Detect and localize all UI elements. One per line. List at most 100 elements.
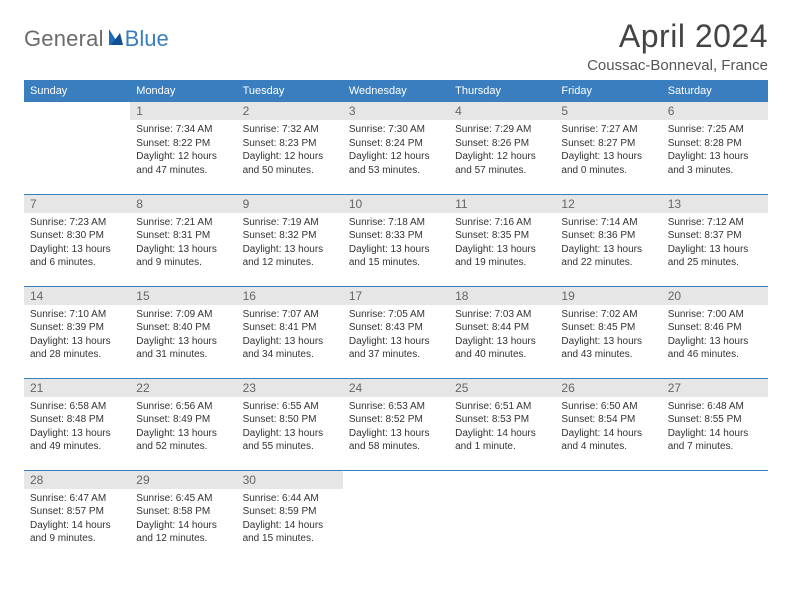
sunrise-text: Sunrise: 6:51 AM — [455, 400, 549, 414]
day-number: 26 — [555, 379, 661, 397]
daylight-text: Daylight: 13 hours and 58 minutes. — [349, 427, 443, 454]
weekday-header: Wednesday — [343, 80, 449, 102]
daylight-text: Daylight: 13 hours and 43 minutes. — [561, 335, 655, 362]
calendar-day-cell — [24, 102, 130, 194]
day-number: 18 — [449, 287, 555, 305]
day-number: 13 — [662, 195, 768, 213]
daylight-text: Daylight: 12 hours and 47 minutes. — [136, 150, 230, 177]
day-details: Sunrise: 7:00 AMSunset: 8:46 PMDaylight:… — [662, 305, 768, 366]
sunrise-text: Sunrise: 7:07 AM — [243, 308, 337, 322]
day-details: Sunrise: 7:07 AMSunset: 8:41 PMDaylight:… — [237, 305, 343, 366]
day-details: Sunrise: 6:56 AMSunset: 8:49 PMDaylight:… — [130, 397, 236, 458]
calendar-day-cell: 11Sunrise: 7:16 AMSunset: 8:35 PMDayligh… — [449, 194, 555, 286]
day-number: 12 — [555, 195, 661, 213]
calendar-day-cell: 6Sunrise: 7:25 AMSunset: 8:28 PMDaylight… — [662, 102, 768, 194]
day-details: Sunrise: 6:51 AMSunset: 8:53 PMDaylight:… — [449, 397, 555, 458]
day-number: 16 — [237, 287, 343, 305]
sunset-text: Sunset: 8:41 PM — [243, 321, 337, 335]
calendar-header-row: SundayMondayTuesdayWednesdayThursdayFrid… — [24, 80, 768, 102]
sunrise-text: Sunrise: 7:16 AM — [455, 216, 549, 230]
day-details: Sunrise: 7:03 AMSunset: 8:44 PMDaylight:… — [449, 305, 555, 366]
sunset-text: Sunset: 8:49 PM — [136, 413, 230, 427]
day-number: 29 — [130, 471, 236, 489]
sunset-text: Sunset: 8:58 PM — [136, 505, 230, 519]
day-number: 2 — [237, 102, 343, 120]
day-details: Sunrise: 7:32 AMSunset: 8:23 PMDaylight:… — [237, 120, 343, 181]
sunset-text: Sunset: 8:30 PM — [30, 229, 124, 243]
title-block: April 2024 Coussac-Bonneval, France — [587, 18, 768, 74]
calendar-week-row: 14Sunrise: 7:10 AMSunset: 8:39 PMDayligh… — [24, 286, 768, 378]
daylight-text: Daylight: 12 hours and 53 minutes. — [349, 150, 443, 177]
sunrise-text: Sunrise: 7:10 AM — [30, 308, 124, 322]
sail-icon — [107, 27, 125, 52]
calendar-day-cell — [555, 470, 661, 562]
brand-word2: Blue — [125, 26, 169, 52]
daylight-text: Daylight: 12 hours and 50 minutes. — [243, 150, 337, 177]
day-details: Sunrise: 7:18 AMSunset: 8:33 PMDaylight:… — [343, 213, 449, 274]
sunset-text: Sunset: 8:28 PM — [668, 137, 762, 151]
day-number: 10 — [343, 195, 449, 213]
sunset-text: Sunset: 8:24 PM — [349, 137, 443, 151]
daylight-text: Daylight: 14 hours and 12 minutes. — [136, 519, 230, 546]
calendar-day-cell: 14Sunrise: 7:10 AMSunset: 8:39 PMDayligh… — [24, 286, 130, 378]
sunset-text: Sunset: 8:52 PM — [349, 413, 443, 427]
day-number: 9 — [237, 195, 343, 213]
day-number: 8 — [130, 195, 236, 213]
daylight-text: Daylight: 13 hours and 22 minutes. — [561, 243, 655, 270]
day-number: 4 — [449, 102, 555, 120]
sunset-text: Sunset: 8:44 PM — [455, 321, 549, 335]
daylight-text: Daylight: 13 hours and 15 minutes. — [349, 243, 443, 270]
sunrise-text: Sunrise: 7:23 AM — [30, 216, 124, 230]
sunrise-text: Sunrise: 7:03 AM — [455, 308, 549, 322]
day-details: Sunrise: 7:19 AMSunset: 8:32 PMDaylight:… — [237, 213, 343, 274]
daylight-text: Daylight: 14 hours and 1 minute. — [455, 427, 549, 454]
brand-word1: General — [24, 26, 104, 52]
weekday-header: Thursday — [449, 80, 555, 102]
calendar-day-cell: 23Sunrise: 6:55 AMSunset: 8:50 PMDayligh… — [237, 378, 343, 470]
day-details: Sunrise: 7:34 AMSunset: 8:22 PMDaylight:… — [130, 120, 236, 181]
calendar-day-cell: 27Sunrise: 6:48 AMSunset: 8:55 PMDayligh… — [662, 378, 768, 470]
sunrise-text: Sunrise: 7:29 AM — [455, 123, 549, 137]
day-number: 28 — [24, 471, 130, 489]
daylight-text: Daylight: 13 hours and 31 minutes. — [136, 335, 230, 362]
day-details: Sunrise: 7:02 AMSunset: 8:45 PMDaylight:… — [555, 305, 661, 366]
sunrise-text: Sunrise: 7:00 AM — [668, 308, 762, 322]
daylight-text: Daylight: 13 hours and 0 minutes. — [561, 150, 655, 177]
sunset-text: Sunset: 8:23 PM — [243, 137, 337, 151]
sunrise-text: Sunrise: 7:25 AM — [668, 123, 762, 137]
calendar-day-cell: 21Sunrise: 6:58 AMSunset: 8:48 PMDayligh… — [24, 378, 130, 470]
sunset-text: Sunset: 8:33 PM — [349, 229, 443, 243]
calendar-day-cell: 24Sunrise: 6:53 AMSunset: 8:52 PMDayligh… — [343, 378, 449, 470]
sunset-text: Sunset: 8:54 PM — [561, 413, 655, 427]
day-details: Sunrise: 7:05 AMSunset: 8:43 PMDaylight:… — [343, 305, 449, 366]
calendar-day-cell: 12Sunrise: 7:14 AMSunset: 8:36 PMDayligh… — [555, 194, 661, 286]
month-title: April 2024 — [587, 18, 768, 55]
day-number: 15 — [130, 287, 236, 305]
calendar-day-cell: 30Sunrise: 6:44 AMSunset: 8:59 PMDayligh… — [237, 470, 343, 562]
calendar-day-cell: 28Sunrise: 6:47 AMSunset: 8:57 PMDayligh… — [24, 470, 130, 562]
brand-logo: General Blue — [24, 26, 169, 52]
daylight-text: Daylight: 13 hours and 12 minutes. — [243, 243, 337, 270]
daylight-text: Daylight: 13 hours and 9 minutes. — [136, 243, 230, 270]
day-details: Sunrise: 7:30 AMSunset: 8:24 PMDaylight:… — [343, 120, 449, 181]
day-details: Sunrise: 7:25 AMSunset: 8:28 PMDaylight:… — [662, 120, 768, 181]
sunrise-text: Sunrise: 6:45 AM — [136, 492, 230, 506]
sunset-text: Sunset: 8:55 PM — [668, 413, 762, 427]
daylight-text: Daylight: 13 hours and 6 minutes. — [30, 243, 124, 270]
sunset-text: Sunset: 8:45 PM — [561, 321, 655, 335]
sunrise-text: Sunrise: 7:34 AM — [136, 123, 230, 137]
calendar-day-cell — [662, 470, 768, 562]
sunrise-text: Sunrise: 7:12 AM — [668, 216, 762, 230]
sunset-text: Sunset: 8:40 PM — [136, 321, 230, 335]
daylight-text: Daylight: 13 hours and 55 minutes. — [243, 427, 337, 454]
sunrise-text: Sunrise: 7:05 AM — [349, 308, 443, 322]
daylight-text: Daylight: 13 hours and 49 minutes. — [30, 427, 124, 454]
calendar-day-cell: 10Sunrise: 7:18 AMSunset: 8:33 PMDayligh… — [343, 194, 449, 286]
day-details: Sunrise: 6:53 AMSunset: 8:52 PMDaylight:… — [343, 397, 449, 458]
calendar-day-cell — [343, 470, 449, 562]
calendar-day-cell: 1Sunrise: 7:34 AMSunset: 8:22 PMDaylight… — [130, 102, 236, 194]
daylight-text: Daylight: 13 hours and 19 minutes. — [455, 243, 549, 270]
calendar-day-cell: 26Sunrise: 6:50 AMSunset: 8:54 PMDayligh… — [555, 378, 661, 470]
day-number: 6 — [662, 102, 768, 120]
weekday-header: Monday — [130, 80, 236, 102]
